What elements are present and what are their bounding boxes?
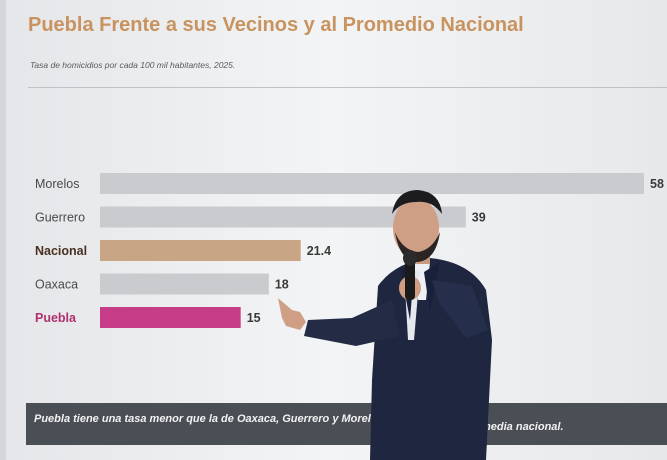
category-label-puebla: Puebla	[35, 311, 77, 325]
category-label-oaxaca: Oaxaca	[35, 278, 78, 292]
slide-subtitle: Tasa de homicidios por cada 100 mil habi…	[30, 60, 236, 70]
value-label-puebla: 15	[247, 311, 261, 325]
title-divider	[28, 87, 667, 88]
category-label-nacional: Nacional	[35, 244, 87, 258]
value-label-oaxaca: 18	[275, 278, 289, 292]
bar-puebla	[100, 307, 241, 328]
bar-morelos	[100, 173, 644, 194]
value-label-morelos: 58	[650, 177, 664, 191]
banner-text: Puebla tiene una tasa menor que la de Oa…	[34, 413, 412, 425]
bar-chart: Morelos 58 Guerrero 39 Nacional 21.4 Oaxaca 18 P…	[35, 173, 664, 328]
value-label-guerrero: 39	[472, 211, 486, 225]
slide-title: Puebla Frente a sus Vecinos y al Promedi…	[28, 14, 524, 36]
category-label-guerrero: Guerrero	[35, 211, 85, 225]
category-label-morelos: Morelos	[35, 177, 79, 191]
bar-nacional	[100, 240, 301, 261]
conclusion-banner: Puebla tiene una tasa menor que la de Oa…	[26, 403, 667, 445]
value-label-nacional: 21.4	[307, 244, 331, 258]
bar-oaxaca	[100, 273, 269, 295]
banner-text-end: media nacional.	[481, 421, 564, 433]
bar-guerrero	[100, 206, 466, 228]
